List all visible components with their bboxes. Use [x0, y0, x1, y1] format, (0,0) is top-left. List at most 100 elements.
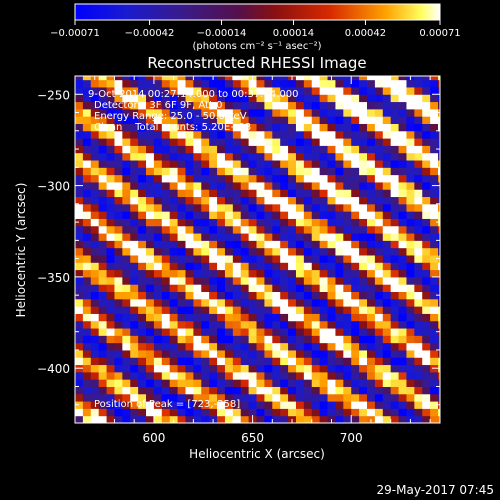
heatmap-cell [201, 328, 210, 336]
heatmap-cell [264, 408, 273, 417]
heatmap-cell [311, 284, 321, 293]
heatmap-cell [114, 225, 123, 234]
heatmap-cell [280, 123, 289, 132]
heatmap-cell [414, 181, 423, 190]
heatmap-cell [303, 291, 313, 300]
heatmap-cell [422, 79, 431, 88]
heatmap-cell [138, 101, 147, 110]
heatmap-cell [177, 371, 186, 380]
heatmap-cell [146, 386, 155, 395]
heatmap-cell [169, 408, 179, 417]
heatmap-cell [82, 357, 92, 366]
heatmap-cell [161, 181, 171, 190]
heatmap-cell [114, 357, 123, 366]
heatmap-cell [430, 306, 439, 314]
heatmap-cell [193, 284, 202, 293]
heatmap-cell [390, 108, 400, 117]
heatmap-cell [272, 240, 281, 249]
heatmap-cell [98, 247, 108, 256]
heatmap-cell [177, 145, 186, 154]
heatmap-cell [327, 160, 336, 168]
heatmap-cell [90, 240, 100, 249]
chart-title: Reconstructed RHESSI Image [147, 54, 366, 72]
heatmap-cell [153, 123, 163, 132]
heatmap-cell [295, 225, 305, 234]
heatmap-cell [295, 76, 305, 81]
heatmap-cell [295, 335, 305, 344]
heatmap-cell [224, 211, 234, 219]
heatmap-cell [82, 76, 92, 81]
heatmap-cell [335, 108, 344, 117]
heatmap-cell [82, 401, 92, 409]
heatmap-cell [201, 364, 210, 373]
heatmap-cell [367, 86, 376, 95]
heatmap-cell [240, 320, 250, 329]
heatmap-cell [414, 298, 423, 307]
heatmap-cell [414, 313, 423, 322]
heatmap-cell [232, 415, 242, 423]
heatmap-cell [374, 364, 384, 373]
heatmap-cell [398, 123, 407, 132]
heatmap-cell [367, 108, 376, 117]
heatmap-cell [359, 145, 368, 154]
heatmap-cell [248, 262, 258, 271]
heatmap-cell [248, 349, 258, 358]
heatmap-cell [390, 393, 400, 402]
heatmap-cell [288, 123, 297, 132]
heatmap-cell [327, 342, 336, 351]
heatmap-cell [106, 225, 115, 234]
heatmap-cell [90, 196, 100, 205]
heatmap-cell [185, 342, 194, 351]
heatmap-cell [185, 320, 194, 329]
heatmap-cell [343, 101, 352, 110]
heatmap-cell [343, 233, 352, 241]
heatmap-cell [240, 313, 250, 322]
heatmap-cell [161, 203, 171, 212]
heatmap-cell [272, 130, 281, 139]
heatmap-cell [303, 152, 313, 161]
heatmap-cell [217, 181, 226, 190]
heatmap-cell [367, 79, 376, 88]
heatmap-cell [75, 86, 84, 95]
heatmap-cell [343, 145, 352, 154]
heatmap-cell [161, 298, 171, 307]
heatmap-cell [138, 306, 147, 314]
heatmap-cell [367, 145, 376, 154]
heatmap-cell [177, 152, 186, 161]
heatmap-cell [193, 320, 202, 329]
heatmap-cell [256, 218, 265, 227]
heatmap-cell [98, 401, 108, 409]
heatmap-cell [390, 130, 400, 139]
heatmap-cell [367, 335, 376, 344]
heatmap-cell [295, 240, 305, 249]
heatmap-cell [217, 276, 226, 285]
heatmap-cell [351, 415, 360, 423]
heatmap-cell [430, 371, 439, 380]
heatmap-cell [272, 211, 281, 219]
heatmap-cell [272, 408, 281, 417]
heatmap-cell [359, 313, 368, 322]
heatmap-cell [98, 357, 108, 366]
x-axis-label: Heliocentric X (arcsec) [189, 447, 325, 461]
heatmap-cell [177, 203, 186, 212]
heatmap-cell [130, 86, 139, 95]
heatmap-cell [256, 262, 265, 271]
heatmap-cell [264, 328, 273, 336]
heatmap-cell [169, 284, 179, 293]
heatmap-cell [114, 335, 123, 344]
heatmap-cell [90, 320, 100, 329]
heatmap-cell [224, 167, 234, 176]
heatmap-cell [351, 335, 360, 344]
heatmap-cell [209, 181, 218, 190]
heatmap-cell [130, 79, 139, 88]
heatmap-cell [240, 298, 250, 307]
heatmap-cell [82, 79, 92, 88]
heatmap-image [75, 76, 440, 423]
heatmap-cell [98, 254, 108, 263]
heatmap-cell [82, 393, 92, 402]
heatmap-cell [114, 247, 123, 256]
heatmap-cell [161, 233, 171, 241]
heatmap-cell [106, 203, 115, 212]
heatmap-cell [288, 225, 297, 234]
heatmap-cell [374, 342, 384, 351]
